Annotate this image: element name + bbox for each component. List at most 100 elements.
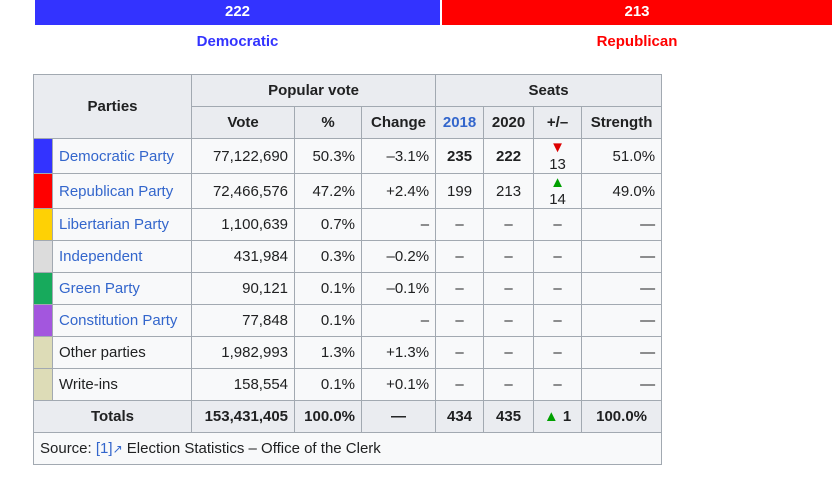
republican-bar-label: Republican bbox=[596, 33, 678, 50]
down-arrow-icon: ▼ bbox=[550, 139, 565, 156]
seats-2020-cell: 213 bbox=[483, 173, 535, 209]
vote-cell: 1,100,639 bbox=[191, 208, 296, 241]
up-arrow-icon: ▲ bbox=[543, 408, 559, 425]
plus-minus-header: +/– bbox=[533, 106, 583, 139]
change-cell: – bbox=[361, 208, 437, 241]
seats-2018-cell: – bbox=[435, 240, 485, 273]
party-color-swatch bbox=[33, 208, 53, 241]
party-name-cell: Other parties bbox=[51, 336, 193, 369]
percent-cell: 0.1% bbox=[294, 368, 363, 401]
seats-2018-cell: – bbox=[435, 208, 485, 241]
party-name-cell[interactable]: Libertarian Party bbox=[51, 208, 193, 241]
change-cell: +2.4% bbox=[361, 173, 437, 209]
source-ref-link[interactable]: [1] bbox=[95, 440, 113, 457]
seats-2020-cell: – bbox=[483, 304, 535, 337]
totals-strength: 100.0% bbox=[581, 400, 663, 433]
change-header: Change bbox=[361, 106, 437, 139]
party-color-swatch bbox=[33, 304, 53, 337]
plus-minus-value: 14 bbox=[549, 191, 566, 208]
plus-minus-cell: – bbox=[533, 272, 583, 305]
strength-header: Strength bbox=[581, 106, 663, 139]
party-name: Other parties bbox=[59, 344, 146, 361]
party-name-cell[interactable]: Independent bbox=[51, 240, 193, 273]
seats-2020-cell: – bbox=[483, 368, 535, 401]
plus-minus-value: – bbox=[553, 280, 562, 297]
strength-cell: — bbox=[581, 304, 663, 337]
party-color-swatch bbox=[33, 368, 53, 401]
seats-2018-header[interactable]: 2018 bbox=[435, 106, 485, 139]
change-cell: –3.1% bbox=[361, 138, 437, 174]
percent-cell: 0.3% bbox=[294, 240, 363, 273]
plus-minus-cell: – bbox=[533, 240, 583, 273]
seats-2020-cell: – bbox=[483, 208, 535, 241]
seats-2018-cell: – bbox=[435, 272, 485, 305]
change-cell: –0.1% bbox=[361, 272, 437, 305]
strength-cell: — bbox=[581, 240, 663, 273]
plus-minus-value: – bbox=[553, 216, 562, 233]
party-name-cell[interactable]: Green Party bbox=[51, 272, 193, 305]
seats-2020-cell: – bbox=[483, 336, 535, 369]
party-color-swatch bbox=[33, 138, 53, 174]
parties-header: Parties bbox=[32, 74, 193, 139]
party-link[interactable]: Republican Party bbox=[59, 182, 174, 200]
party-link[interactable]: Democratic Party bbox=[59, 147, 175, 165]
plus-minus-value: – bbox=[553, 312, 562, 329]
party-name-cell[interactable]: Constitution Party bbox=[51, 304, 193, 337]
plus-minus-cell: – bbox=[533, 368, 583, 401]
party-color-swatch bbox=[33, 336, 53, 369]
plus-minus-cell: – bbox=[533, 336, 583, 369]
table-row: Independent 431,984 0.3% –0.2% – – – — bbox=[33, 240, 663, 273]
vote-cell: 77,848 bbox=[191, 304, 296, 337]
table-row: Libertarian Party 1,100,639 0.7% – – – – — bbox=[33, 208, 663, 241]
up-arrow-icon: ▲ bbox=[550, 174, 565, 191]
percent-cell: 1.3% bbox=[294, 336, 363, 369]
source-text: Election Statistics – Office of the Cler… bbox=[126, 440, 381, 457]
plus-minus-value: – bbox=[553, 344, 562, 361]
seats-2020-header: 2020 bbox=[483, 106, 535, 139]
vote-cell: 77,122,690 bbox=[191, 138, 296, 174]
party-color-swatch bbox=[33, 173, 53, 209]
party-color-swatch bbox=[33, 240, 53, 273]
seats-header: Seats bbox=[435, 74, 663, 107]
totals-percent: 100.0% bbox=[294, 400, 363, 433]
seats-2018-cell: – bbox=[435, 336, 485, 369]
party-name-cell[interactable]: Republican Party bbox=[51, 173, 193, 209]
change-cell: +0.1% bbox=[361, 368, 437, 401]
external-link-icon: ↗ bbox=[112, 442, 123, 456]
seats-2020-cell: 222 bbox=[483, 138, 535, 174]
democratic-bar-label: Democratic bbox=[196, 33, 279, 50]
party-link[interactable]: Constitution Party bbox=[59, 312, 178, 329]
totals-change: — bbox=[361, 400, 437, 433]
vote-cell: 1,982,993 bbox=[191, 336, 296, 369]
change-cell: – bbox=[361, 304, 437, 337]
seats-2018-cell: – bbox=[435, 368, 485, 401]
party-color-swatch bbox=[33, 272, 53, 305]
percent-cell: 0.1% bbox=[294, 272, 363, 305]
totals-label: Totals bbox=[32, 400, 193, 433]
change-cell: +1.3% bbox=[361, 336, 437, 369]
vote-cell: 158,554 bbox=[191, 368, 296, 401]
strength-cell: — bbox=[581, 272, 663, 305]
totals-vote: 153,431,405 bbox=[191, 400, 296, 433]
strength-cell: 51.0% bbox=[581, 138, 663, 174]
plus-minus-cell: – bbox=[533, 304, 583, 337]
democratic-seat-bar: 222 bbox=[35, 0, 440, 25]
party-name-cell[interactable]: Democratic Party bbox=[51, 138, 193, 174]
strength-cell: 49.0% bbox=[581, 173, 663, 209]
table-row: Republican Party 72,466,576 47.2% +2.4% 199 2… bbox=[33, 173, 663, 209]
party-name-cell: Write-ins bbox=[51, 368, 193, 401]
percent-header: % bbox=[294, 106, 363, 139]
vote-cell: 72,466,576 bbox=[191, 173, 296, 209]
percent-cell: 0.7% bbox=[294, 208, 363, 241]
seats-2020-cell: – bbox=[483, 240, 535, 273]
percent-cell: 50.3% bbox=[294, 138, 363, 174]
year-2018-link[interactable]: 2018 bbox=[442, 114, 477, 131]
plus-minus-cell: – bbox=[533, 208, 583, 241]
party-link[interactable]: Independent bbox=[59, 248, 143, 265]
party-link[interactable]: Libertarian Party bbox=[59, 216, 170, 233]
republican-seat-bar: 213 bbox=[442, 0, 832, 25]
popular-vote-header: Popular vote bbox=[191, 74, 437, 107]
plus-minus-cell: ▲ 14 bbox=[533, 173, 583, 209]
seats-2018-cell: 199 bbox=[435, 173, 485, 209]
party-link[interactable]: Green Party bbox=[59, 280, 140, 297]
